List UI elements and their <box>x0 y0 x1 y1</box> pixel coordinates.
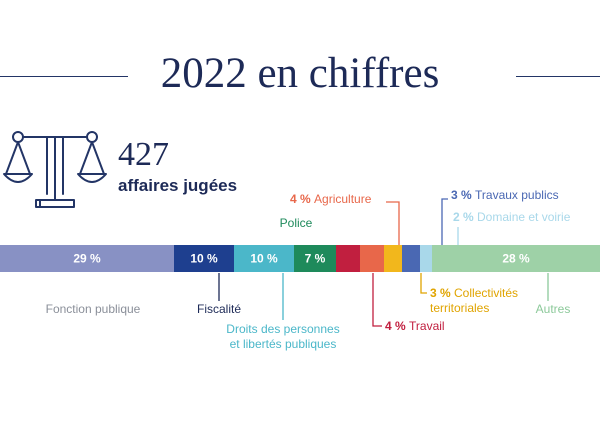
bar-segment-7 <box>402 245 421 272</box>
bar-segment-5 <box>360 245 385 272</box>
bar-value-label: 28 % <box>502 252 530 266</box>
category-label: 4 % Travail <box>385 319 445 333</box>
bar-segment-4 <box>336 245 361 272</box>
bar-value-label: 10 % <box>250 252 278 266</box>
callout-line <box>441 198 448 245</box>
page-title: 2022 en chiffres <box>160 50 440 97</box>
bar-segment-1 <box>174 245 235 272</box>
category-label: 2 % Domaine et voirie <box>453 210 571 224</box>
category-label: Droits des personnes et libertés publique… <box>226 322 339 351</box>
callout-line <box>386 201 400 245</box>
bar-segment-0 <box>0 245 175 272</box>
bar-value-label: 10 % <box>190 252 218 266</box>
category-label: 4 % Agriculture <box>290 192 372 206</box>
category-label: 3 % Travaux publics <box>451 188 559 202</box>
cases-count: 427 <box>118 136 169 173</box>
bar-segment-6 <box>384 245 403 272</box>
callout-line <box>372 273 382 327</box>
category-label: 3 % Collectivités territoriales <box>430 286 518 315</box>
bar-segment-2 <box>234 245 295 272</box>
category-percent: 2 % <box>453 210 477 224</box>
category-label: Fonction publique <box>46 302 141 316</box>
category-percent: 4 % <box>290 192 314 206</box>
bar-value-label: 29 % <box>73 252 101 266</box>
title-rule-right <box>516 76 600 77</box>
bar-segment-3 <box>294 245 337 272</box>
callout-line <box>420 273 427 294</box>
cases-count-label: affaires jugées <box>118 176 238 195</box>
bar-value-label: 7 % <box>305 252 326 266</box>
bar-segment-8 <box>420 245 433 272</box>
category-label: Police <box>280 216 313 230</box>
scale-of-justice-icon <box>3 131 107 208</box>
category-label: Fiscalité <box>197 302 241 316</box>
category-percent: 3 % <box>430 286 454 300</box>
category-percent: 4 % <box>385 319 409 333</box>
title-rule-left <box>0 76 128 77</box>
category-percent: 3 % <box>451 188 475 202</box>
bar-segment-9 <box>432 245 600 272</box>
category-label: Autres <box>536 302 571 316</box>
